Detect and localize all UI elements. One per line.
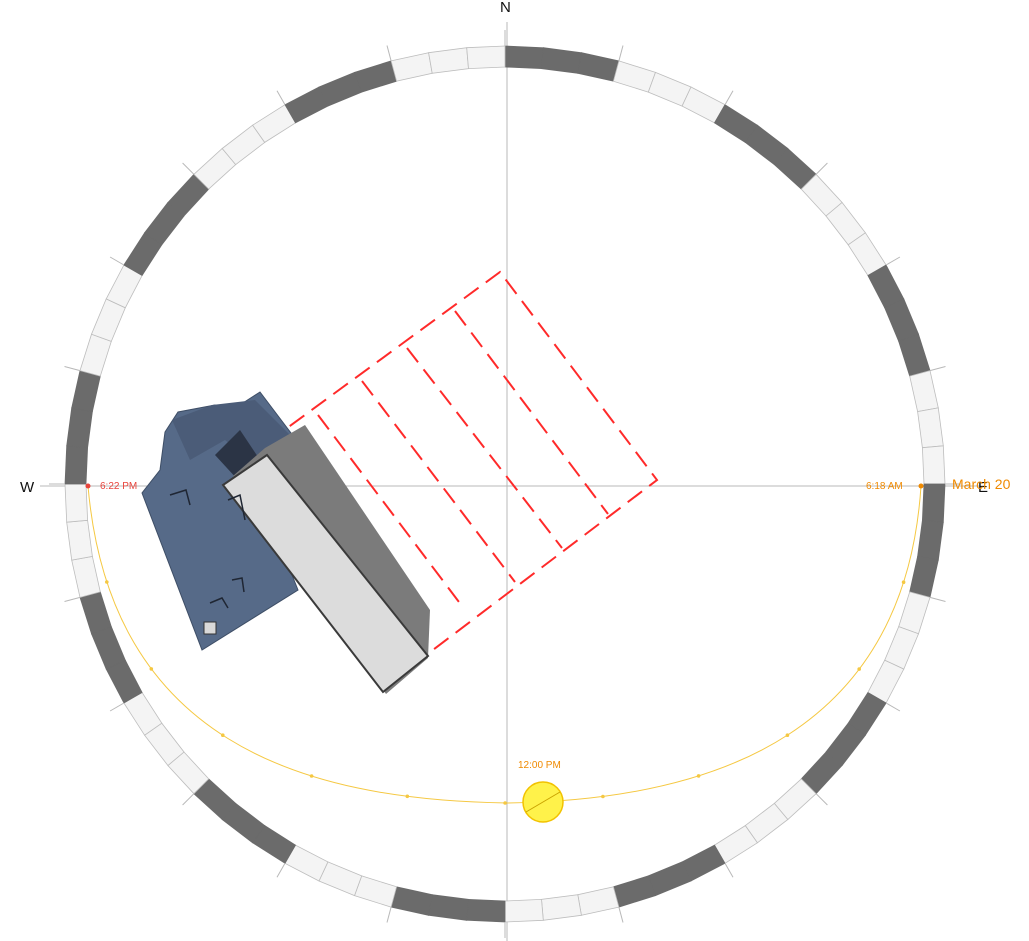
ring-segment — [917, 407, 944, 449]
ring-tick — [885, 702, 901, 712]
ring-segment — [917, 519, 944, 561]
ring-segment — [66, 407, 93, 449]
sunrise-marker — [918, 483, 924, 489]
noon-time-label: 12:00 PM — [518, 760, 561, 771]
ring-segment — [66, 519, 93, 561]
roof-vent — [203, 621, 217, 635]
ring-tick — [618, 45, 624, 62]
ring-segment — [577, 886, 620, 916]
shadow-edge-top — [267, 270, 659, 657]
ring-segment — [909, 555, 939, 598]
sun-hour-dot — [405, 794, 410, 799]
ring-tick — [885, 256, 901, 266]
ring-tick — [386, 45, 392, 62]
shadow-hatch-2 — [361, 380, 516, 583]
ring-segment — [79, 591, 112, 635]
ring-tick — [386, 906, 392, 923]
ring-segment — [612, 875, 657, 908]
sun-hour-dot — [901, 580, 906, 584]
compass-north-label: N — [500, 0, 511, 16]
ring-segment — [390, 52, 433, 82]
compass-east-label: E — [978, 479, 988, 496]
sunset-marker — [85, 483, 91, 489]
ring-tick — [618, 906, 624, 923]
shadow-outline — [267, 270, 659, 657]
ring-tick — [109, 702, 125, 712]
ring-segment — [428, 47, 469, 74]
sun-hour-dot — [309, 774, 314, 778]
ring-segment — [318, 71, 363, 107]
ring-tick — [724, 90, 734, 105]
sun-hour-dot — [601, 794, 605, 799]
ring-tick — [724, 863, 734, 878]
shadow-hatch-1 — [317, 414, 463, 607]
ring-tick — [929, 596, 946, 602]
ring-segment — [504, 45, 544, 70]
ring-segment — [71, 370, 101, 413]
ring-segment — [353, 875, 398, 908]
ring-segment — [612, 60, 657, 93]
ring-segment — [647, 861, 692, 897]
ring-tick — [182, 793, 195, 806]
date-label: March 20 — [952, 476, 1011, 492]
sun-icon — [522, 781, 564, 823]
building-top-face — [221, 453, 430, 694]
ring-tick — [64, 366, 81, 372]
ring-segment — [504, 898, 544, 923]
sun-hour-dot — [149, 667, 154, 671]
ring-tick — [815, 793, 828, 806]
roof-details — [169, 489, 246, 609]
shadow-hatch-4 — [454, 310, 609, 515]
ring-tick — [109, 256, 125, 266]
compass-west-label: W — [20, 479, 35, 496]
sunset-time-label: 6:22 PM — [100, 481, 137, 492]
ring-segment — [428, 894, 469, 921]
sun-hour-dot — [785, 733, 790, 737]
sunrise-time-label: 6:18 AM — [866, 481, 903, 492]
ring-segment — [898, 333, 931, 377]
ring-segment — [353, 60, 398, 93]
sun-hour-dot — [857, 667, 861, 671]
ring-segment — [90, 626, 126, 670]
ring-segment — [541, 894, 582, 921]
ring-segment — [921, 445, 946, 485]
ring-segment — [577, 52, 620, 82]
ring-tick — [276, 863, 286, 878]
ring-segment — [898, 591, 931, 635]
sun-hour-dot — [221, 733, 225, 737]
ring-segment — [466, 898, 506, 923]
ring-tick — [182, 162, 195, 175]
ring-segment — [64, 445, 89, 485]
ring-segment — [909, 370, 939, 413]
sun-hour-dot — [503, 801, 507, 805]
compass-ring — [64, 45, 946, 923]
ring-segment — [884, 298, 920, 342]
ring-segment — [541, 47, 582, 74]
ring-tick — [815, 162, 828, 175]
ring-tick — [929, 366, 946, 372]
ring-segment — [390, 886, 433, 916]
ring-segment — [466, 45, 506, 70]
ring-tick — [64, 596, 81, 602]
ring-segment — [64, 483, 89, 523]
sun-hour-dot — [105, 580, 109, 584]
ring-segment — [921, 483, 946, 523]
building-icon — [141, 391, 430, 694]
sun-hour-dot — [696, 774, 701, 778]
sun-hour-dots — [105, 580, 906, 805]
compass-ticks — [49, 30, 961, 938]
ring-segment — [71, 555, 101, 598]
ring-segment — [79, 333, 112, 377]
ring-tick — [276, 90, 286, 105]
shadow-hatch-3 — [406, 347, 563, 549]
